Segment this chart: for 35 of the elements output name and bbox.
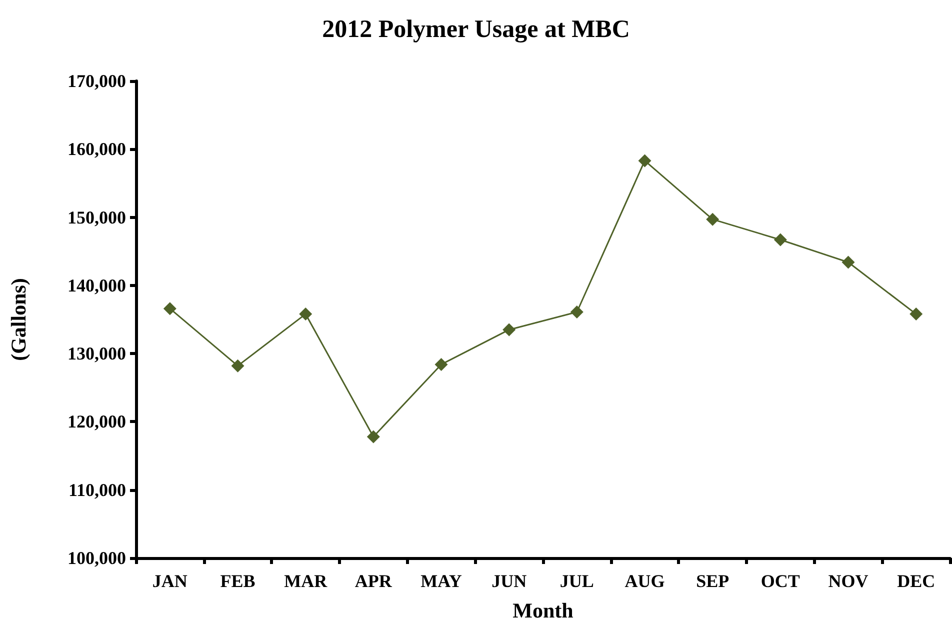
x-tick-label: MAY xyxy=(420,571,462,591)
point xyxy=(502,323,516,336)
x-tick-label: JUN xyxy=(492,571,527,591)
y-tick-label: 100,000 xyxy=(68,548,126,568)
point xyxy=(570,306,584,319)
x-tick-label: AUG xyxy=(624,571,665,591)
y-tick-label: 110,000 xyxy=(68,480,126,500)
x-tick-label: MAR xyxy=(284,571,328,591)
point xyxy=(434,358,448,371)
y-tick-label: 140,000 xyxy=(68,275,126,296)
x-tick-label: DEC xyxy=(897,571,936,591)
point xyxy=(366,430,380,444)
point xyxy=(706,212,720,226)
y-tick-label: 120,000 xyxy=(68,412,126,432)
point xyxy=(231,359,244,372)
x-tick-label: OCT xyxy=(760,571,800,591)
y-tick-label: 150,000 xyxy=(68,207,126,228)
point xyxy=(299,308,312,321)
point xyxy=(163,302,176,316)
x-tick-label: APR xyxy=(354,571,393,591)
point xyxy=(774,233,787,246)
x-tick-label: SEP xyxy=(696,571,730,591)
x-tick-label: JUL xyxy=(560,571,594,591)
point xyxy=(910,308,923,321)
point xyxy=(842,256,855,269)
chart-title: 2012 Polymer Usage at MBC xyxy=(322,16,630,43)
y-axis-title: (Gallons) xyxy=(6,278,30,361)
x-axis-title: Month xyxy=(512,598,574,622)
x-tick-label: FEB xyxy=(220,571,256,591)
x-tick-label: NOV xyxy=(828,571,868,591)
y-tick-label: 170,000 xyxy=(68,71,126,91)
point xyxy=(638,154,652,168)
y-tick-label: 130,000 xyxy=(68,344,126,364)
y-tick-label: 160,000 xyxy=(68,139,126,160)
x-tick-label: JAN xyxy=(152,571,188,591)
